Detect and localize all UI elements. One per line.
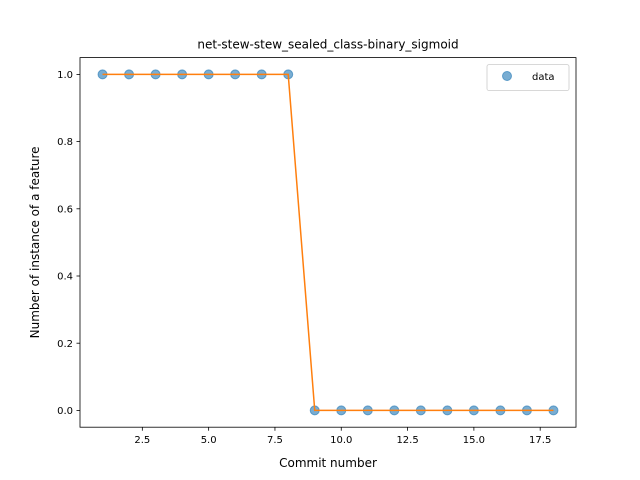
plot-area (79, 57, 577, 428)
plot-background (80, 57, 576, 428)
y-axis: 0.0 0.2 0.4 0.6 0.8 1.0 (57, 70, 80, 417)
legend: data (486, 64, 570, 91)
fit-line (102, 73, 554, 412)
legend-label: data (532, 72, 555, 83)
x-axis: 2.5 5.0 7.5 10.0 12.5 15.0 17.5 (134, 427, 551, 446)
y-tick-label: 1.0 (57, 70, 73, 81)
plot-frame (79, 57, 577, 428)
y-tick-label: 0.8 (57, 137, 73, 148)
x-tick-label: 2.5 (134, 435, 150, 446)
chart-title: net-stew-stew_sealed_class-binary_sigmoi… (197, 38, 458, 52)
y-tick-label: 0.0 (57, 406, 73, 417)
y-tick-label: 0.4 (57, 272, 73, 283)
x-tick-label: 15.0 (463, 435, 485, 446)
y-axis-label: Number of instance of a feature (28, 146, 42, 338)
x-tick-label: 7.5 (267, 435, 283, 446)
x-tick-label: 12.5 (396, 435, 418, 446)
y-tick-label: 0.2 (57, 339, 73, 350)
x-tick-label: 10.0 (330, 435, 352, 446)
y-tick-label: 0.6 (57, 204, 73, 215)
legend-box (486, 64, 570, 91)
x-axis-label: Commit number (279, 456, 377, 470)
x-tick-label: 5.0 (201, 435, 217, 446)
x-tick-label: 17.5 (529, 435, 551, 446)
line-layer (102, 73, 554, 412)
legend-marker (502, 71, 512, 81)
